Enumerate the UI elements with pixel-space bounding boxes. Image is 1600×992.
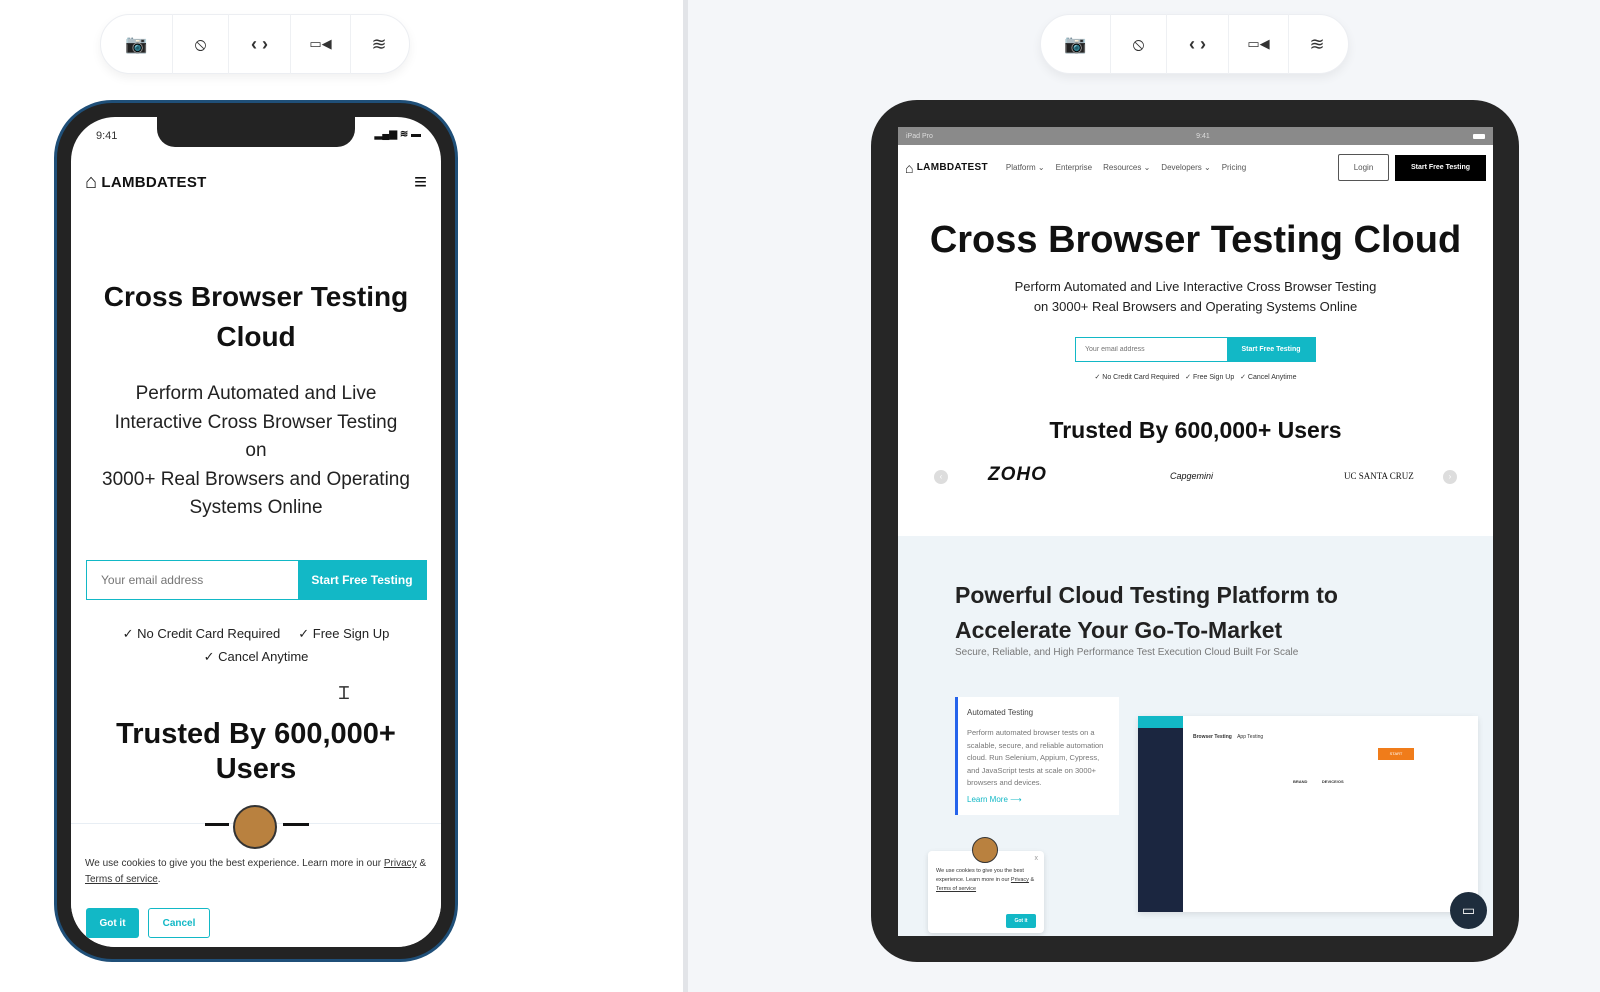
camera-icon[interactable]: 📷 (1041, 14, 1111, 74)
phone-frame: 9:41 ▂▄▆ ≋ ▬ ⌂ LAMBDATEST ≡ Cross Browser… (54, 100, 458, 962)
cookie-text: We use cookies to give you the best expe… (85, 858, 427, 885)
hero-subtitle: Perform Automated and Live Interactive C… (1014, 279, 1377, 314)
hamburger-icon[interactable]: ≡ (414, 169, 427, 194)
app-columns: BRAND DEVICE/OS (1293, 779, 1344, 784)
app-sidebar (1138, 716, 1183, 912)
device-toolbar: 📷 ⦸ ‹ › ▭◀ ≋ (100, 14, 410, 74)
wifi-icon[interactable]: ≋ (1309, 33, 1325, 54)
email-input[interactable] (1076, 338, 1227, 361)
section-title: Powerful Cloud Testing Platform to Accele… (955, 582, 1338, 643)
tablet-screen: iPad Pro 9:41 ⌂ LAMBDATEST Platform ⌄ Ente… (898, 127, 1493, 936)
chat-icon[interactable]: ▭ (1450, 892, 1487, 929)
hero-title: Cross Browser Testing Cloud (103, 281, 409, 352)
got-it-button[interactable]: Got it (86, 908, 139, 938)
carousel-next-button[interactable]: › (1443, 470, 1457, 484)
signup-form: Start Free Testing (86, 560, 427, 600)
hero-subtitle-line-1: Perform Automated and Live Interactive C… (114, 383, 398, 461)
code-icon[interactable]: ‹ › (229, 14, 291, 74)
cookie-popup: x We use cookies to give you the best ex… (928, 837, 1044, 933)
checks-list: ✓ No Credit Card Required ✓ Free Sign Up… (1094, 374, 1297, 381)
phone-screen: 9:41 ▂▄▆ ≋ ▬ ⌂ LAMBDATEST ≡ Cross Browser… (71, 117, 441, 947)
terms-link[interactable]: Terms of service (936, 886, 977, 892)
nav-developers[interactable]: Developers ⌄ (1161, 163, 1211, 172)
platform-section: Powerful Cloud Testing Platform to Accele… (898, 536, 1493, 936)
learn-more-link[interactable]: Learn More ⟶ (967, 794, 1022, 804)
nav-pricing[interactable]: Pricing (1221, 163, 1247, 172)
status-time: 9:41 (96, 130, 118, 142)
brand-logo[interactable]: ⌂ LAMBDATEST (85, 171, 207, 194)
section-subtitle: Secure, Reliable, and High Performance T… (955, 647, 1299, 658)
status-icons: ▂▄▆ ≋ ▬ (374, 129, 421, 140)
start-free-testing-button[interactable]: Start Free Testing (298, 561, 426, 599)
privacy-link[interactable]: Privacy (383, 858, 417, 869)
check-item: ✓ No Credit Card Required (122, 626, 281, 641)
hero-subtitle-line-2: 3000+ Real Browsers and Operating System… (102, 468, 410, 519)
nav-start-free-testing-button[interactable]: Start Free Testing (1395, 154, 1486, 181)
card-title: Automated Testing (967, 708, 1034, 717)
nav-enterprise[interactable]: Enterprise (1055, 163, 1093, 172)
app-tabs: Browser Testing App Testing (1193, 734, 1264, 740)
cookie-text: We use cookies to give you the best expe… (936, 868, 1035, 892)
rotate-icon[interactable]: ⦸ (173, 14, 229, 74)
feature-card: Automated Testing Perform automated brow… (955, 697, 1119, 815)
brand-logo[interactable]: ⌂ LAMBDATEST (905, 159, 988, 176)
video-icon[interactable]: ▭◀ (1229, 14, 1289, 74)
trusted-heading: Trusted By 600,000+ Users (116, 718, 396, 785)
logo-icon: ⌂ (85, 171, 98, 193)
start-free-testing-button[interactable]: Start Free Testing (1227, 338, 1315, 361)
notch (157, 117, 355, 147)
logo-uc-santa-cruz: UC SANTA CRUZ (1344, 471, 1414, 481)
carousel-prev-button[interactable]: ‹ (934, 470, 948, 484)
device-toolbar: 📷 ⦸ ‹ › ▭◀ ≋ (1040, 14, 1349, 74)
terms-link[interactable]: Terms of service (85, 874, 158, 885)
trusted-heading: Trusted By 600,000+ Users (1049, 417, 1342, 443)
wifi-icon[interactable]: ≋ (371, 33, 387, 54)
text-cursor-icon: Ɪ (339, 683, 350, 703)
logo-zoho: ZOHO (988, 464, 1047, 485)
hero-title: Cross Browser Testing Cloud (929, 219, 1462, 261)
tablet-status-bar: iPad Pro 9:41 (898, 127, 1493, 145)
brand-name: LAMBDATEST (101, 174, 207, 191)
cookie-icon (205, 805, 309, 849)
nav-resources[interactable]: Resources ⌄ (1103, 163, 1151, 172)
close-icon[interactable]: x (1034, 855, 1039, 862)
code-icon[interactable]: ‹ › (1167, 14, 1229, 74)
panel-divider[interactable] (683, 0, 688, 992)
rotate-icon[interactable]: ⦸ (1111, 14, 1167, 74)
app-screenshot: Browser Testing App Testing START BRAND … (1138, 716, 1478, 912)
video-icon[interactable]: ▭◀ (291, 14, 351, 74)
check-item: ✓ Cancel Anytime (203, 649, 309, 664)
top-nav: ⌂ LAMBDATEST Platform ⌄ Enterprise Resour… (898, 145, 1493, 190)
login-button[interactable]: Login (1338, 154, 1389, 181)
logo-icon: ⌂ (905, 159, 914, 176)
card-body: Perform automated browser tests on a sca… (967, 728, 1104, 787)
cookie-banner: We use cookies to give you the best expe… (71, 805, 441, 947)
hero-subtitle: Perform Automated and Live Interactive C… (87, 380, 425, 523)
app-start-button: START (1378, 748, 1414, 760)
privacy-link[interactable]: Privacy (1010, 877, 1029, 883)
signup-form: Start Free Testing (1075, 337, 1316, 362)
got-it-button[interactable]: Got it (1006, 914, 1036, 928)
logo-capgemini: Capgemini (1170, 471, 1214, 481)
checks-list: ✓ No Credit Card Required ✓ Free Sign Up… (91, 622, 421, 668)
nav-platform[interactable]: Platform ⌄ (1005, 163, 1045, 172)
nav-menu: Platform ⌄ Enterprise Resources ⌄ Develo… (1006, 163, 1246, 172)
email-input[interactable] (87, 561, 298, 599)
check-item: ✓ Free Sign Up (298, 626, 390, 641)
cancel-button[interactable]: Cancel (148, 908, 210, 938)
left-panel: 📷 ⦸ ‹ › ▭◀ ≋ 9:41 ▂▄▆ ≋ ▬ ⌂ LAMBDATEST ≡ … (0, 0, 683, 992)
tablet-frame: iPad Pro 9:41 ⌂ LAMBDATEST Platform ⌄ Ente… (871, 100, 1519, 962)
camera-icon[interactable]: 📷 (101, 14, 173, 74)
cookie-icon (972, 837, 998, 863)
